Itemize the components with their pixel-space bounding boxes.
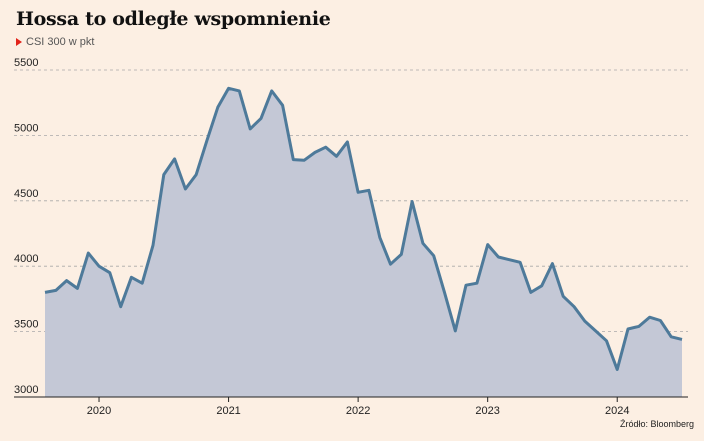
x-tick-label: 2022 xyxy=(346,405,370,417)
y-tick-label: 4500 xyxy=(14,188,38,200)
x-tick-label: 2023 xyxy=(475,405,499,417)
y-axis-tick-labels: 3000 3500 4000 4500 5000 5500 xyxy=(14,57,38,396)
y-tick-label: 5000 xyxy=(14,122,38,134)
series-line xyxy=(44,86,683,371)
x-tick-label: 2020 xyxy=(87,405,111,417)
series-area xyxy=(45,88,682,398)
marker-triangle-icon xyxy=(16,38,22,46)
y-tick-label: 5500 xyxy=(14,57,38,69)
y-tick-label: 4000 xyxy=(14,253,38,265)
y-tick-label: 3000 xyxy=(14,384,38,396)
source-note: Źródło: Bloomberg xyxy=(619,419,694,429)
chart-title: Hossa to odległe wspomnienie xyxy=(16,8,331,30)
y-tick-label: 3500 xyxy=(14,319,38,331)
x-axis-ticks: 2020 2021 2022 2023 2024 xyxy=(87,397,629,417)
chart-subtitle: CSI 300 w pkt xyxy=(16,36,94,48)
subtitle-label: CSI 300 w pkt xyxy=(26,36,95,48)
x-tick-label: 2024 xyxy=(605,405,629,417)
x-tick-label: 2021 xyxy=(216,405,240,417)
